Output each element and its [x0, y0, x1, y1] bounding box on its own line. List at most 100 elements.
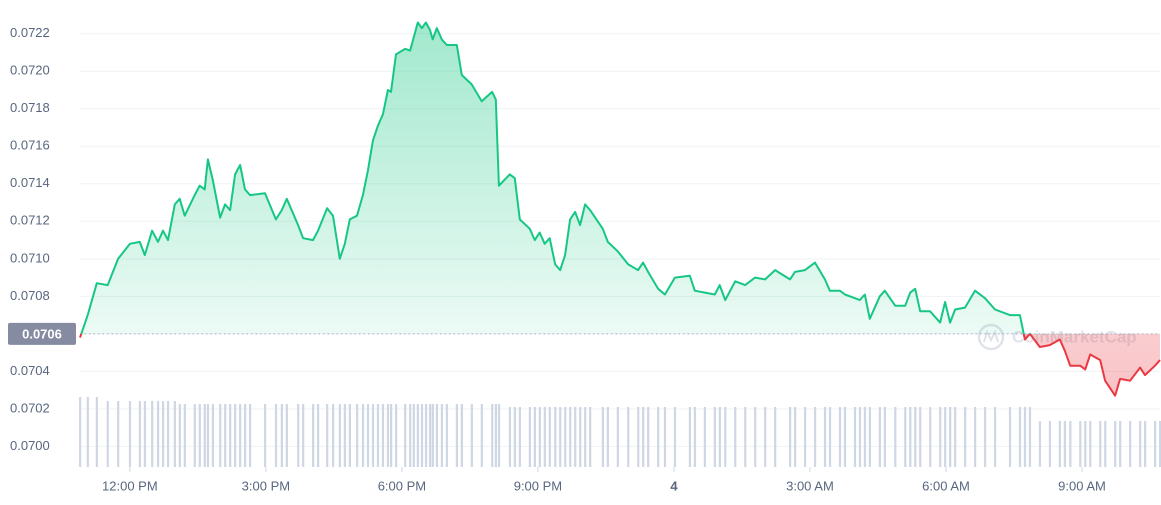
volume-bar [843, 407, 847, 467]
volume-bar [1084, 421, 1087, 467]
x-tick-label: 3:00 AM [786, 478, 834, 493]
volume-bar [460, 404, 463, 467]
volume-bar [371, 404, 375, 467]
volume-bar [554, 407, 557, 467]
volume-bar [249, 404, 252, 467]
volume-bar [538, 407, 541, 467]
volume-bar [193, 404, 196, 467]
x-tick-label: 9:00 AM [1058, 478, 1106, 493]
volume-bar [244, 404, 247, 467]
volume-bar [724, 407, 727, 467]
volume-bar [574, 407, 577, 467]
volume-bar [528, 407, 531, 467]
volume-bar [823, 407, 827, 467]
volume-bar [390, 404, 393, 467]
volume-bar [429, 404, 432, 467]
volume-bar [627, 407, 630, 467]
x-tick-label: 6:00 AM [922, 478, 970, 493]
x-tick-label: 12:00 PM [102, 478, 158, 493]
volume-bar [919, 407, 922, 467]
volume-bar [143, 401, 147, 467]
volume-bar [178, 404, 181, 467]
volume-bar [1099, 421, 1102, 467]
volume-bar [642, 407, 645, 467]
volume-bar [445, 404, 449, 467]
volume-bar [317, 404, 320, 467]
volume-bar [297, 404, 300, 467]
y-tick-label: 0.0716 [10, 138, 50, 153]
volume-bar [813, 407, 817, 467]
volume-bar [86, 397, 89, 467]
volume-bars [79, 397, 1161, 467]
volume-bar [1018, 407, 1022, 467]
x-tick-label: 4 [670, 478, 678, 493]
y-tick-label: 0.0704 [10, 363, 50, 378]
volume-bar [431, 404, 434, 467]
volume-bar [366, 404, 370, 467]
volume-bar [263, 404, 267, 467]
axis-labels: 0.0700 0.0702 0.0704 0.0706 0.0708 0.0710 0.07… [8, 25, 1106, 493]
volume-bar [173, 401, 176, 467]
volume-bar [1104, 421, 1107, 467]
volume-bar [343, 404, 346, 467]
volume-bar [914, 407, 917, 467]
y-tick-label: 0.0702 [10, 400, 50, 415]
volume-bar [589, 407, 592, 467]
volume-bar [138, 401, 142, 467]
volume-bar [548, 407, 551, 467]
volume-bar [564, 407, 567, 467]
volume-bar [79, 397, 82, 467]
volume-bar [853, 407, 857, 467]
volume-bar [944, 407, 947, 467]
volume-bar [416, 404, 419, 467]
volume-bar [964, 407, 967, 467]
watermark-logo-mark [983, 329, 999, 343]
volume-bar [338, 404, 341, 467]
volume-bar [348, 404, 351, 467]
volume-bar [1159, 421, 1161, 467]
volume-bar [868, 407, 872, 467]
volume-bar [657, 407, 660, 467]
volume-bar [789, 407, 792, 467]
volume-bar [713, 407, 716, 467]
volume-bar [280, 404, 283, 467]
volume-bar [156, 401, 160, 467]
volume-bar [559, 407, 562, 467]
y-tick-label: 0.0712 [10, 213, 50, 228]
volume-bar [470, 404, 473, 467]
volume-bar [1079, 421, 1082, 467]
volume-bar [569, 407, 572, 467]
volume-bar [794, 407, 797, 467]
volume-bar [1008, 407, 1012, 467]
volume-bar [878, 407, 881, 467]
volume-bar [312, 404, 315, 467]
volume-bar [95, 397, 98, 467]
volume-bar [106, 401, 109, 467]
volume-bar [1129, 421, 1132, 467]
volume-bar [203, 404, 206, 467]
x-tick-label: 3:00 PM [242, 478, 290, 493]
y-tick-label: 0.0722 [10, 25, 50, 40]
volume-bar [497, 404, 501, 467]
volume-bar [183, 404, 186, 467]
volume-bar [1119, 421, 1122, 467]
volume-bar [151, 401, 154, 467]
volume-bar [491, 404, 494, 467]
y-tick-label: 0.0700 [10, 438, 50, 453]
volume-bar [455, 404, 458, 467]
volume-bar [543, 407, 546, 467]
area-below [80, 333, 1160, 396]
volume-bar [929, 407, 932, 467]
volume-bar [234, 404, 237, 467]
volume-bar [1139, 421, 1142, 467]
volume-bar [703, 407, 706, 467]
volume-bar [688, 407, 692, 467]
volume-bar [1023, 407, 1027, 467]
volume-bar [494, 404, 497, 467]
volume-bar [616, 407, 619, 467]
volume-bar [838, 407, 842, 467]
volume-bar [601, 407, 604, 467]
volume-bar [239, 404, 242, 467]
volume-bar [693, 407, 697, 467]
